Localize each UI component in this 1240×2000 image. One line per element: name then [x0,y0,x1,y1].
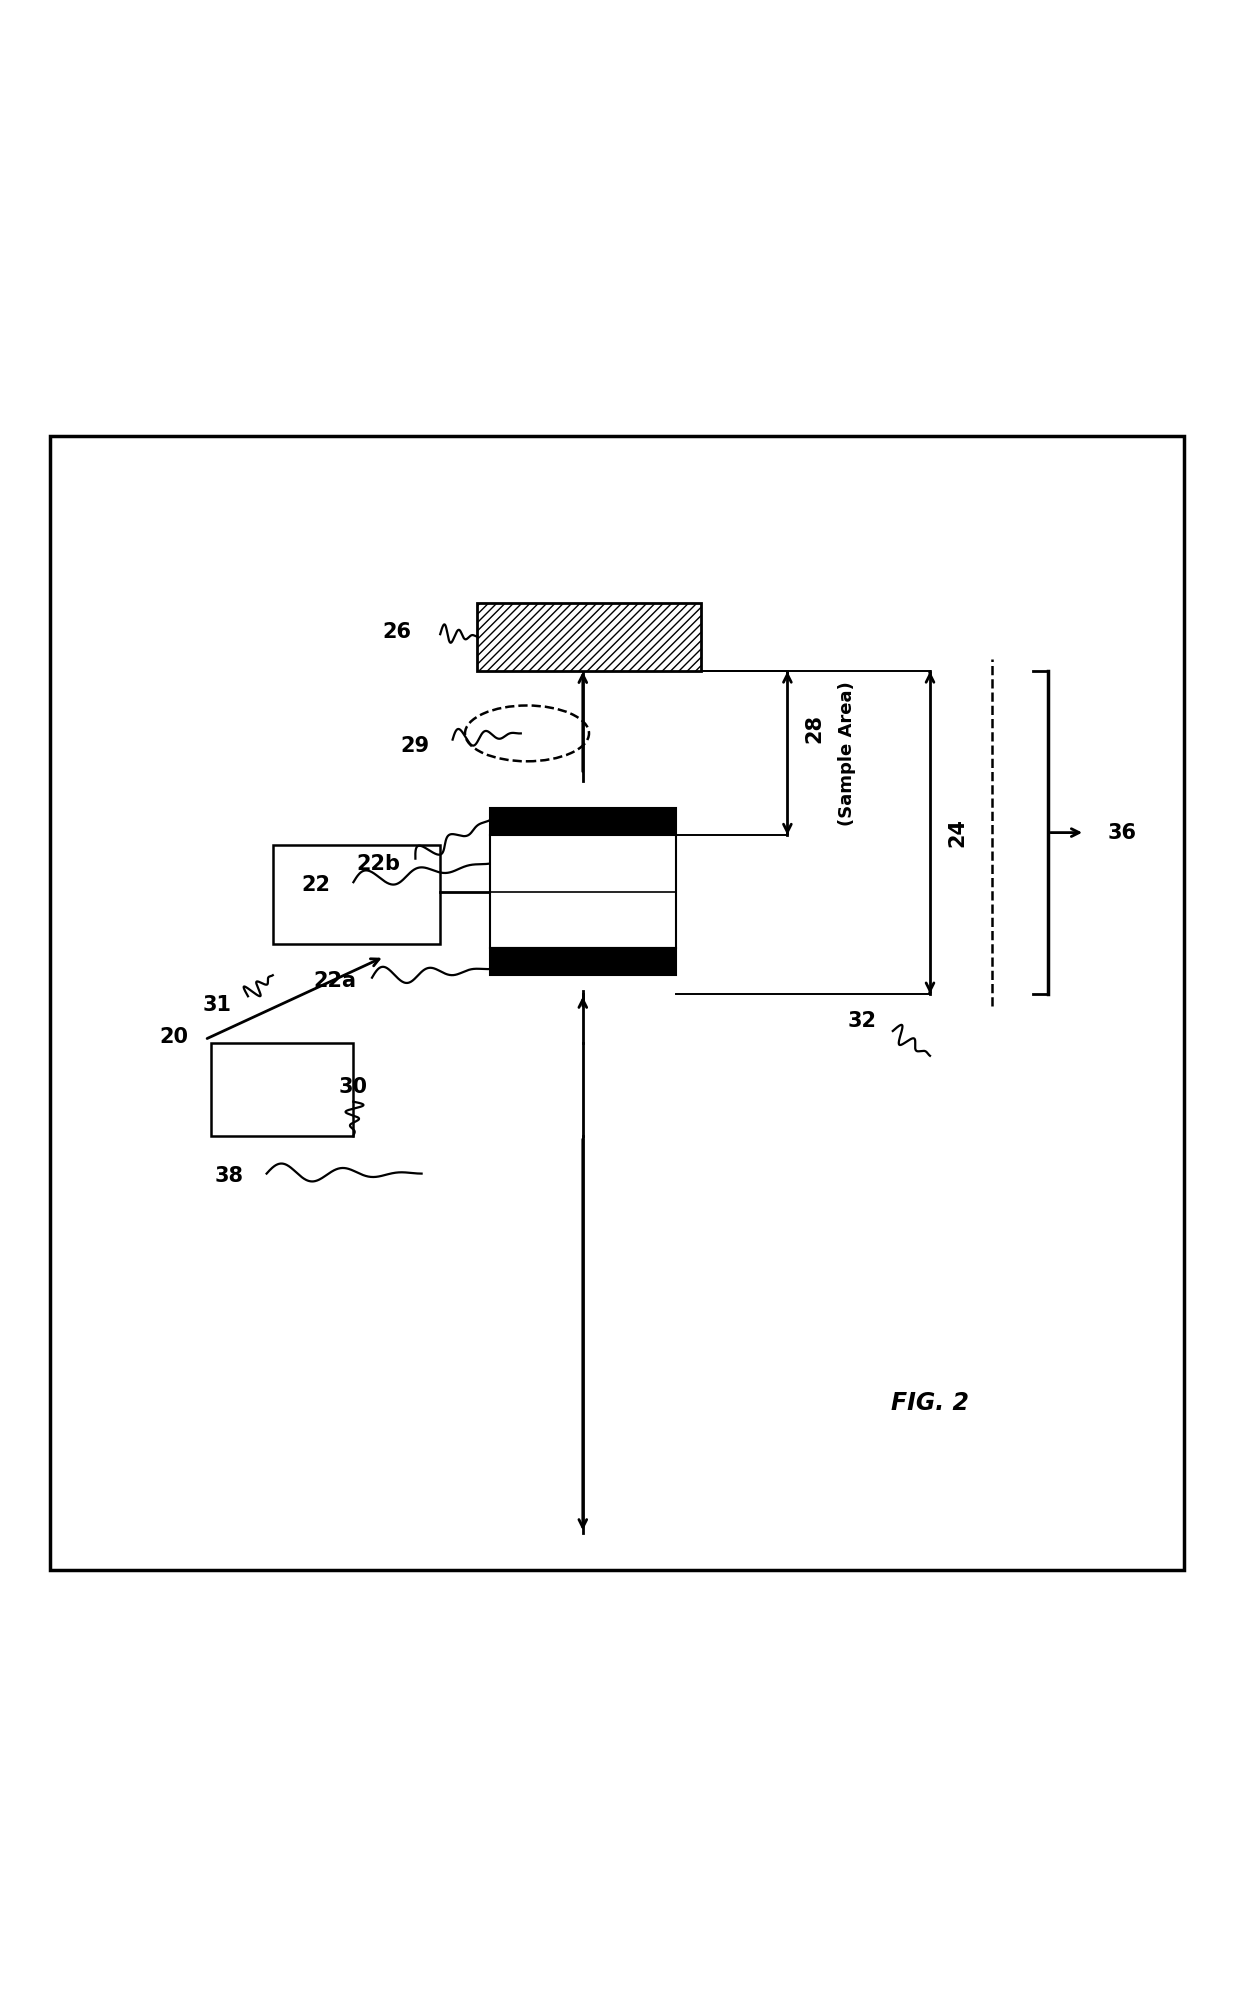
Text: 38: 38 [215,1166,244,1186]
Text: 31: 31 [202,994,232,1014]
Text: 26: 26 [382,622,412,642]
Bar [490,836,676,948]
Bar [490,808,676,836]
Text: 36: 36 [1107,822,1136,842]
Text: 30: 30 [339,1076,368,1096]
Text: (Sample Area): (Sample Area) [838,680,856,826]
Text: 29: 29 [401,736,430,756]
Bar [477,604,701,672]
Bar [273,844,440,944]
Text: 32: 32 [847,1012,877,1032]
Text: 22a: 22a [314,972,356,992]
Text: 22b: 22b [356,854,401,874]
Bar [490,948,676,976]
Text: 24: 24 [947,818,967,848]
Text: 20: 20 [159,1028,188,1048]
Text: 28: 28 [805,714,825,742]
Text: FIG. 2: FIG. 2 [892,1392,968,1416]
Text: 22: 22 [301,874,331,894]
Bar [211,1044,353,1136]
